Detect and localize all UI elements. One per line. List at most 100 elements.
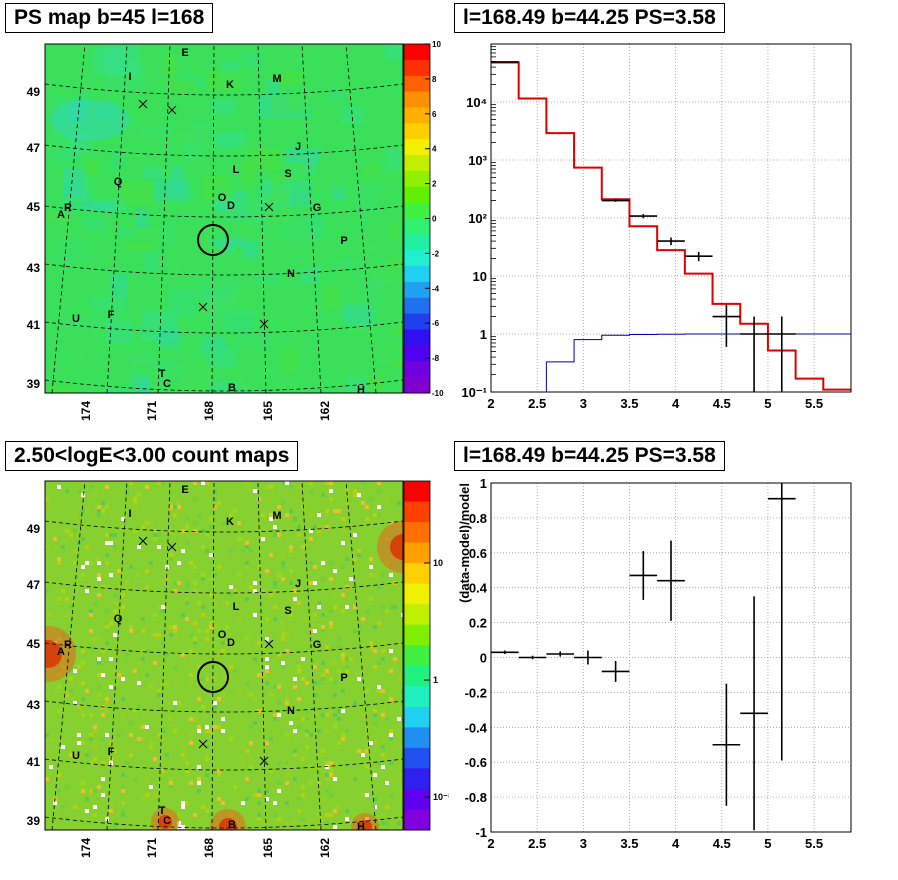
map-pixel	[313, 525, 317, 529]
map-texture	[243, 52, 264, 69]
map-pixel	[101, 585, 105, 589]
map-pixel	[345, 665, 349, 669]
source-label: H	[357, 384, 365, 396]
map-texture	[263, 178, 277, 190]
count-map-plot: E I K M J L S Q OD G RA P N U F TC B H 49 47 45 43 41 39 174 171 1…	[27, 480, 451, 858]
y-tick-label: 10³	[468, 153, 487, 168]
map-pixel	[225, 641, 229, 645]
map-texture	[307, 215, 325, 238]
source-label: Q	[114, 176, 123, 188]
map-pixel	[157, 633, 161, 637]
colorbar-tick-label: 1	[433, 675, 438, 685]
map-pixel	[201, 529, 205, 533]
source-label: Q	[114, 613, 123, 625]
map-pixel	[81, 493, 85, 497]
map-pixel	[73, 513, 77, 517]
map-pixel	[305, 681, 309, 685]
map-pixel	[257, 789, 261, 793]
map-pixel	[377, 505, 381, 509]
ps-map-panel: E I K M J L S Q O D G R A P N U F T C B H 49 47 45 43 41 39 174 171 1…	[0, 0, 449, 437]
map-pixel	[93, 601, 97, 605]
map-pixel	[133, 497, 137, 501]
map-texture	[342, 106, 363, 124]
map-pixel	[109, 541, 113, 545]
map-pixel	[81, 661, 85, 665]
map-pixel	[117, 569, 121, 573]
x-tick-label: 5	[764, 396, 771, 411]
map-pixel	[121, 713, 125, 717]
map-texture	[234, 373, 247, 389]
map-pixel	[317, 601, 321, 605]
map-pixel	[205, 629, 209, 633]
cross-marker	[259, 319, 269, 329]
target-circle	[197, 224, 229, 256]
map-pixel	[101, 761, 105, 765]
map-pixel	[353, 777, 357, 781]
map-pixel	[161, 769, 165, 773]
map-pixel	[141, 657, 145, 661]
map-pixel	[193, 497, 197, 501]
map-pixel	[225, 601, 229, 605]
map-texture	[143, 167, 164, 179]
map-pixel	[265, 669, 269, 673]
map-frame	[44, 43, 404, 394]
map-pixel	[97, 661, 101, 665]
map-pixel	[381, 713, 385, 717]
map-pixel	[297, 797, 301, 801]
map-texture	[206, 345, 230, 356]
map-pixel	[177, 813, 181, 817]
map-pixel	[205, 757, 209, 761]
map-texture	[240, 389, 270, 393]
colorbar-swatch	[404, 501, 430, 523]
cross-marker	[138, 99, 148, 109]
map-pixel	[285, 761, 289, 765]
map-pixel	[377, 513, 381, 517]
map-pixel	[341, 653, 345, 657]
map-pixel	[293, 597, 297, 601]
map-pixel	[217, 773, 221, 777]
map-pixel	[145, 521, 149, 525]
map-pixel	[137, 681, 141, 685]
map-pixel	[341, 609, 345, 613]
source-label: P	[340, 235, 347, 247]
map-pixel	[389, 761, 393, 765]
cross-marker	[264, 639, 274, 649]
map-pixel	[81, 781, 85, 785]
map-pixel	[285, 765, 289, 769]
map-pixel	[325, 789, 329, 793]
grid-lat-line	[45, 520, 403, 533]
map-pixel	[381, 573, 385, 577]
map-pixel	[117, 585, 121, 589]
grid-lat-line	[45, 263, 403, 276]
map-pixel	[301, 677, 305, 681]
map-pixel	[113, 593, 117, 597]
map-pixel	[201, 573, 205, 577]
map-pixel	[125, 653, 129, 657]
map-pixel	[157, 689, 161, 693]
map-pixel	[313, 581, 317, 585]
map-pixel	[213, 705, 217, 709]
map-pixel	[273, 713, 277, 717]
map-pixel	[341, 661, 345, 665]
map-background	[45, 481, 403, 830]
x-tick-label: 4.5	[713, 396, 731, 411]
map-pixel	[153, 633, 157, 637]
map-pixel	[137, 545, 141, 549]
map-pixel	[257, 497, 261, 501]
map-pixel	[401, 629, 403, 633]
map-pixel	[357, 749, 361, 753]
map-pixel	[325, 713, 329, 717]
map-pixel	[193, 481, 197, 485]
map-pixel	[241, 801, 245, 805]
map-pixel	[321, 817, 325, 821]
y-tick-label: -0.2	[465, 685, 487, 700]
map-pixel	[193, 589, 197, 593]
grid-lat-line	[45, 83, 403, 96]
map-pixel	[397, 501, 401, 505]
map-pixel	[301, 785, 305, 789]
map-pixel	[381, 605, 385, 609]
map-pixel	[205, 773, 209, 777]
map-pixel	[341, 733, 345, 737]
y-tick-label: -0.4	[465, 720, 488, 735]
map-pixel	[281, 577, 285, 581]
